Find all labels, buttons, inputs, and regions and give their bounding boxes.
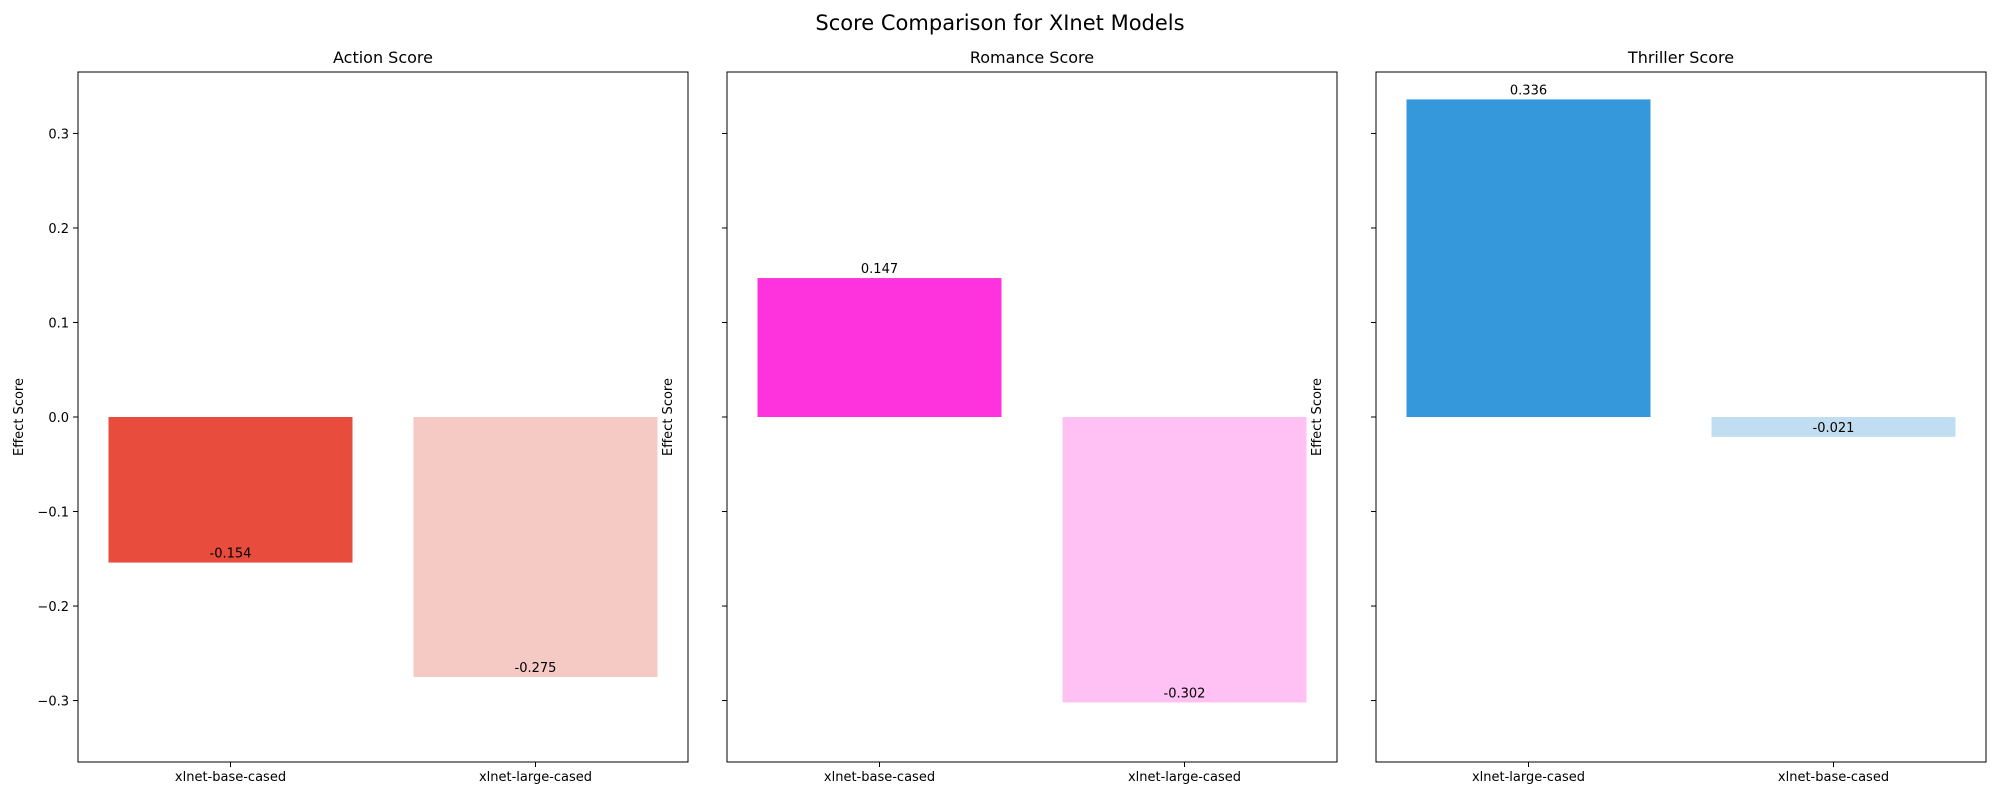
y-tick-label: −0.3: [37, 695, 69, 710]
y-tick-label: −0.2: [37, 600, 69, 615]
y-tick-label: −0.1: [37, 506, 69, 521]
bar-value-label: 0.336: [1510, 83, 1547, 98]
chart-panel-3: Thriller Score Effect Score 0.336 xlnet-lar…: [1310, 48, 1987, 785]
figure-title: Score Comparison for XInet Models: [815, 11, 1184, 35]
bar-value-label: -0.302: [1164, 686, 1206, 701]
y-tick-label: 0.2: [48, 222, 69, 237]
x-tick-label: xlnet-large-cased: [1128, 770, 1241, 785]
y-axis-label: Effect Score: [661, 378, 676, 456]
x-tick-label: xlnet-base-cased: [1778, 770, 1889, 785]
axes-frame: [77, 71, 689, 763]
chart-panel-2: Romance Score Effect Score 0.147 xlnet-base…: [661, 48, 1338, 785]
y-tick-label: 0.3: [48, 127, 69, 142]
x-tick-label: xlnet-large-cased: [1472, 770, 1585, 785]
y-axis-label: Effect Score: [1310, 378, 1325, 456]
y-tick-label: 0.0: [48, 411, 69, 426]
axes-frame: [726, 71, 1338, 763]
bar-value-label: -0.021: [1813, 421, 1855, 436]
bar: [108, 417, 353, 563]
bar: [1406, 99, 1651, 418]
panel-title: Romance Score: [970, 48, 1094, 67]
x-tick-label: xlnet-base-cased: [175, 770, 286, 785]
panel-title: Action Score: [333, 48, 433, 67]
x-tick-label: xlnet-large-cased: [479, 770, 592, 785]
y-tick-label: 0.1: [48, 316, 69, 331]
bar: [413, 417, 658, 677]
panel-title: Thriller Score: [1627, 48, 1734, 67]
bar: [1062, 417, 1307, 703]
bar-value-label: -0.275: [515, 661, 557, 676]
chart-panel-1: Action Score Effect Score −0.3 −0.2 −0.1 0.0 0…: [12, 48, 689, 785]
y-axis-label: Effect Score: [12, 378, 27, 456]
x-tick-label: xlnet-base-cased: [824, 770, 935, 785]
bar-value-label: 0.147: [861, 262, 898, 277]
bar: [1711, 417, 1956, 437]
bar-value-label: -0.154: [210, 547, 252, 562]
axes-frame: [1375, 71, 1987, 763]
bar: [757, 278, 1002, 417]
